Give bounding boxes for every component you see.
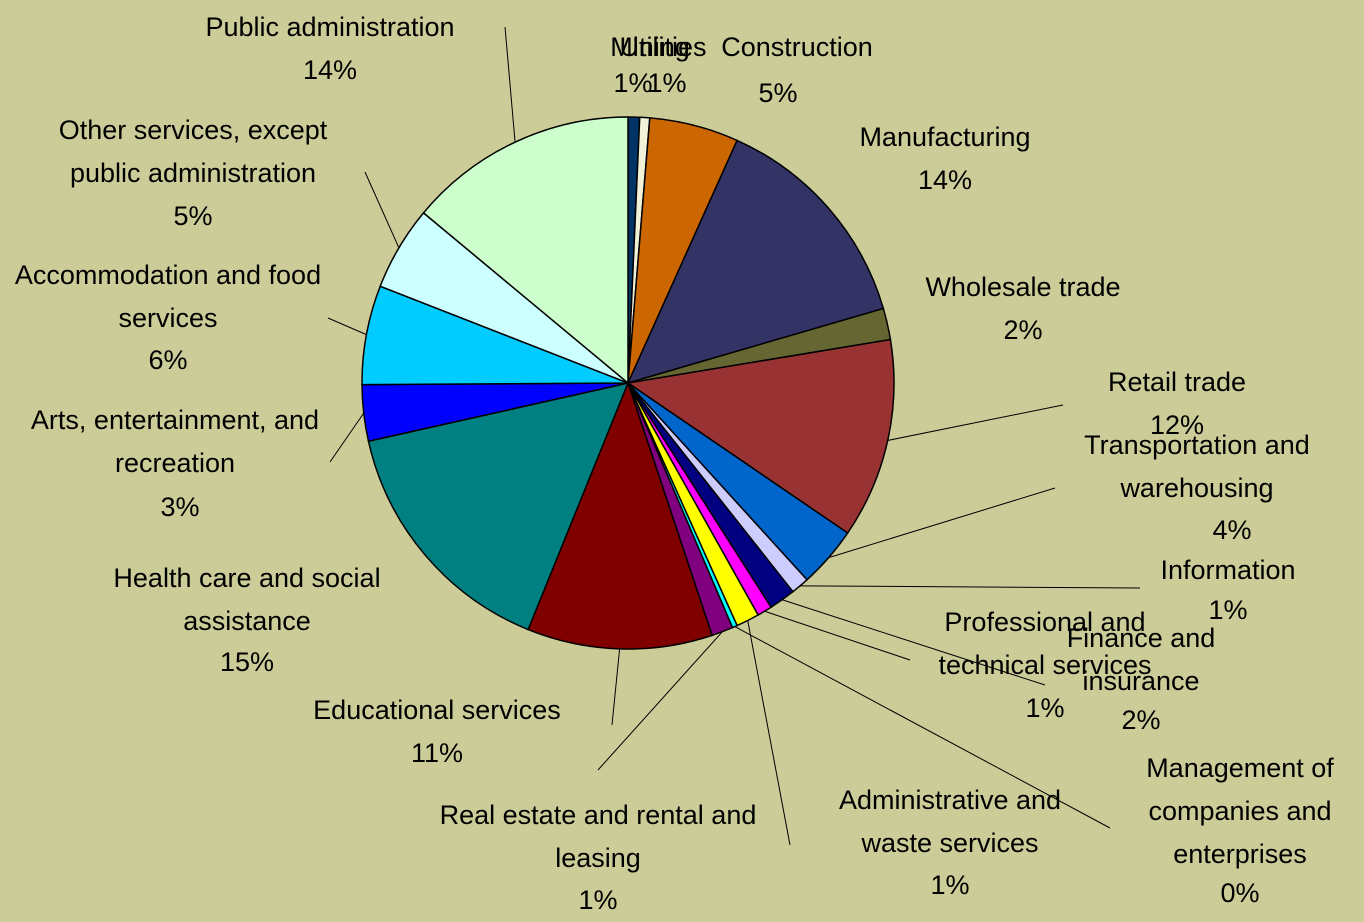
slice-label: Wholesale trade (925, 272, 1121, 302)
pie-slice (422, 116, 629, 385)
slice-value-label: 1% (613, 68, 653, 98)
slice-label: Construction (721, 32, 873, 62)
leader-line (329, 412, 365, 463)
slice-label: Transportation and warehousing (1084, 430, 1310, 503)
slice-value-label: 5% (758, 78, 798, 108)
leader-line (800, 585, 1141, 589)
slice-label: Health care and social assistance (113, 563, 381, 636)
slice-value-label: 1% (647, 68, 687, 98)
slice-value-label: 3% (160, 492, 200, 522)
pie-slice (626, 338, 895, 535)
slice-value-label: 1% (930, 870, 970, 900)
slice-label: Utilities (619, 32, 707, 62)
slice-value-label: 1% (1025, 693, 1065, 723)
leader-line (764, 610, 911, 661)
slice-value-label: 1% (1208, 595, 1248, 625)
slice-label: Manufacturing (859, 122, 1031, 152)
leader-line (734, 626, 1111, 829)
slice-value-label: 4% (1212, 515, 1252, 545)
slice-label: Finance and insurance (1066, 623, 1216, 696)
slice-label: Management of companies and enterprises (1146, 753, 1334, 869)
slice-value-label: 15% (219, 647, 275, 677)
slice-value-label: 6% (148, 345, 188, 375)
leader-line (327, 317, 367, 336)
slice-label: Retail trade (1107, 367, 1247, 397)
leader-line (887, 404, 1064, 441)
slice-label: Real estate and rental and leasing (439, 800, 757, 873)
slice-value-label: 0% (1220, 878, 1260, 908)
slice-value-label: 5% (173, 201, 213, 231)
slice-label: Other services, except public administra… (58, 115, 328, 188)
leader-line (747, 620, 791, 846)
leader-line (828, 487, 1056, 559)
slice-value-label: 1% (578, 885, 618, 915)
slice-label: Mining (610, 32, 690, 62)
leader-line (597, 631, 723, 771)
slice-label: Arts, entertainment, and recreation (30, 405, 320, 478)
slice-label: Professional and technical services (938, 607, 1152, 680)
pie-slice (367, 381, 630, 631)
pie-slice (626, 139, 885, 385)
slice-label: Administrative and waste services (838, 785, 1062, 858)
slice-label: Accommodation and food services (14, 260, 322, 333)
slice-value-label: 2% (1121, 705, 1161, 735)
slice-value-label: 14% (302, 55, 358, 85)
leader-line (364, 171, 400, 249)
slice-value-label: 11% (410, 738, 464, 768)
leader-line (782, 599, 1046, 686)
slice-value-label: 12% (1149, 410, 1205, 440)
slice-value-label: 14% (917, 165, 973, 195)
slice-label: Information (1160, 555, 1296, 585)
slice-label: Educational services (313, 695, 561, 725)
slice-label: Public administration (205, 12, 455, 42)
slice-value-label: 2% (1003, 315, 1043, 345)
leader-line (504, 26, 516, 143)
leader-line (611, 648, 621, 726)
